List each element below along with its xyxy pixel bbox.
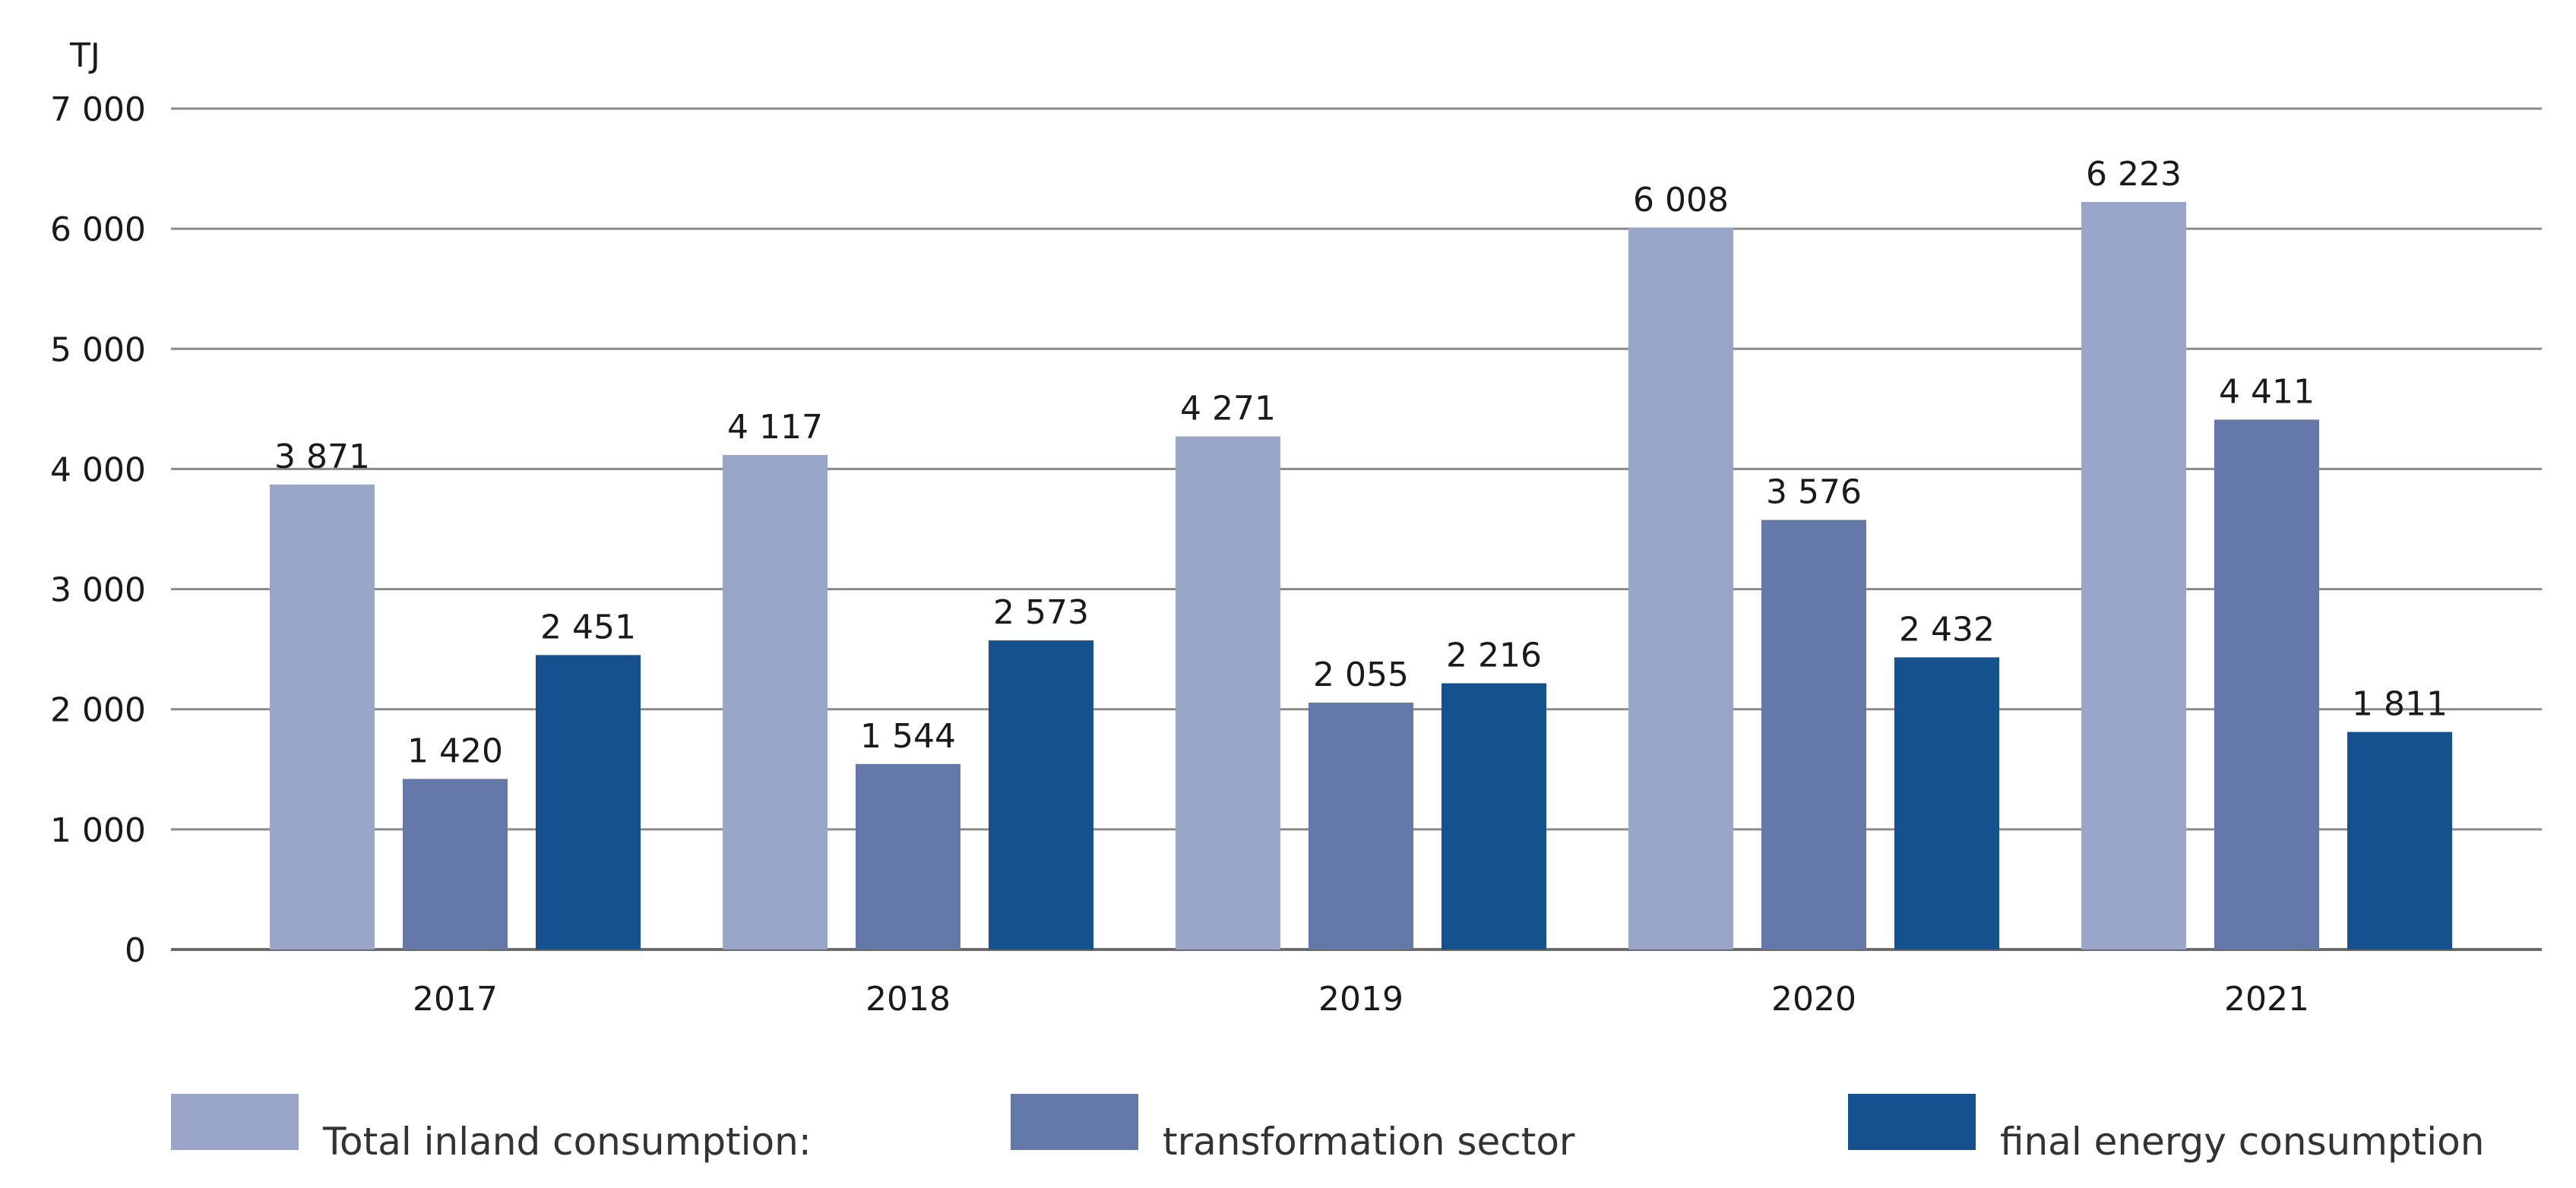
legend-label: transformation sector [1163, 1120, 1575, 1164]
data-label: 6 008 [1633, 181, 1729, 220]
data-label: 1 544 [860, 717, 956, 756]
data-label: 4 271 [1180, 390, 1276, 428]
y-tick-label: 2 000 [50, 691, 146, 730]
data-label: 4 411 [2219, 372, 2315, 411]
y-tick-label: 5 000 [50, 330, 146, 369]
x-tick-label: 2021 [2224, 980, 2309, 1019]
y-axis-ticks: 0 1 000 2 000 3 000 4 000 5 000 6 000 7 000 [50, 90, 146, 970]
bar [270, 484, 375, 949]
legend-label: final energy consumption [2000, 1120, 2484, 1164]
data-label: 2 451 [540, 608, 636, 646]
bar [723, 454, 828, 949]
bar [1761, 520, 1866, 949]
x-axis-categories: 2017 2018 2019 2020 2021 [413, 980, 2309, 1019]
data-label: 2 573 [993, 593, 1089, 632]
data-label: 1 420 [407, 731, 503, 770]
data-label: 3 871 [274, 438, 370, 476]
y-axis-unit: TJ [69, 36, 100, 75]
y-tick-label: 4 000 [50, 450, 146, 489]
y-tick-label: 1 000 [50, 811, 146, 850]
bar [1441, 683, 1546, 949]
legend-swatch [171, 1094, 299, 1150]
data-label: 3 576 [1766, 472, 1862, 511]
data-labels: 3 871 1 420 2 451 4 117 1 544 2 573 4 271 2 055… [274, 155, 2448, 771]
legend-swatch [1848, 1094, 1976, 1150]
y-tick-label: 7 000 [50, 90, 146, 129]
legend-swatch [1011, 1094, 1138, 1150]
bar [2347, 731, 2452, 949]
x-tick-label: 2017 [413, 980, 498, 1019]
data-label: 4 117 [727, 408, 823, 447]
data-label: 2 216 [1446, 637, 1542, 675]
bar [1894, 657, 1999, 949]
data-label: 2 055 [1313, 656, 1409, 694]
data-label: 6 223 [2086, 155, 2182, 194]
x-tick-label: 2018 [866, 980, 951, 1019]
bars [270, 201, 2452, 950]
y-tick-label: 6 000 [50, 210, 146, 249]
bar [536, 655, 641, 949]
data-label: 2 432 [1899, 610, 1995, 649]
bar [856, 763, 960, 949]
y-tick-label: 3 000 [50, 571, 146, 610]
bar [403, 779, 508, 949]
data-label: 1 811 [2352, 685, 2448, 724]
x-tick-label: 2020 [1771, 980, 1856, 1019]
y-tick-label: 0 [125, 931, 146, 970]
bar [1309, 703, 1413, 949]
bar [1628, 227, 1733, 950]
legend-label: Total inland consumption: [322, 1120, 812, 1164]
bar [2081, 201, 2186, 949]
bar [989, 640, 1093, 949]
bar [2214, 419, 2319, 949]
bar [1176, 436, 1280, 949]
legend: Total inland consumption: transformation … [171, 1094, 2484, 1164]
x-tick-label: 2019 [1318, 980, 1404, 1019]
